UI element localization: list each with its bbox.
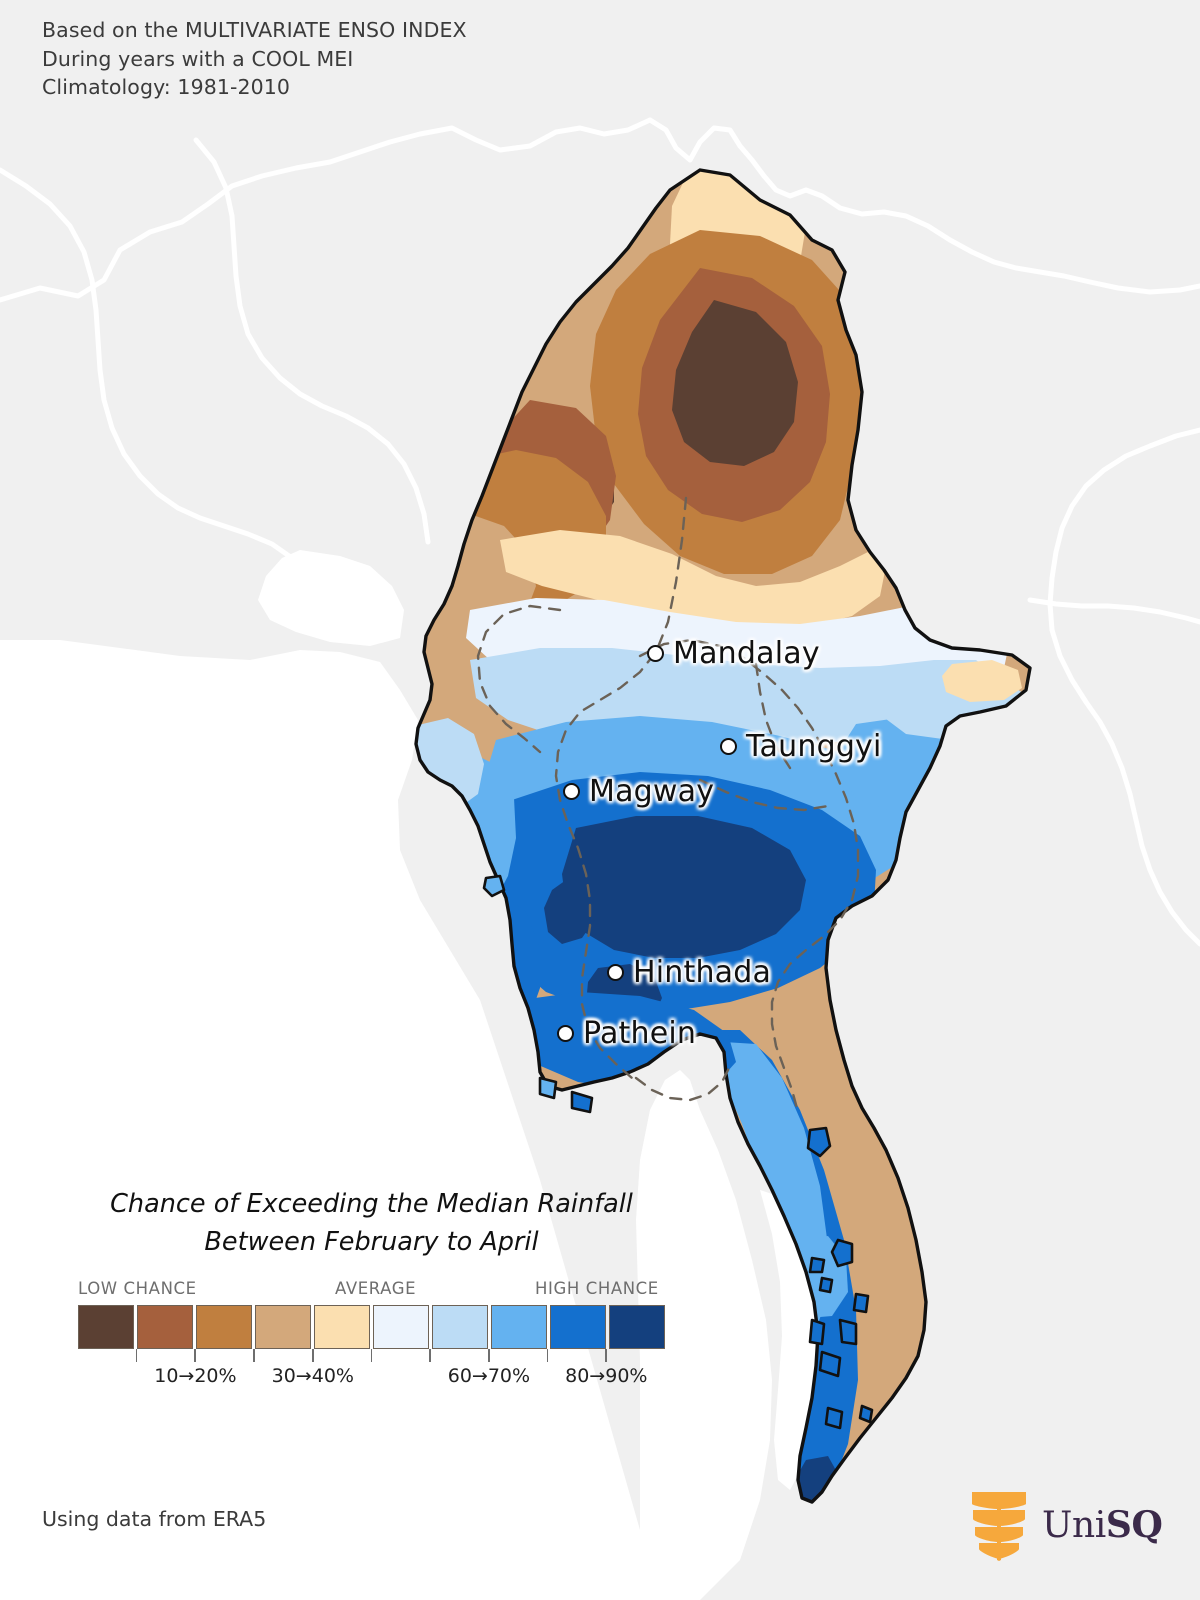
ocean-layer bbox=[0, 550, 846, 1600]
legend-swatch-1 bbox=[78, 1305, 134, 1350]
legend: Chance of Exceeding the Median Rainfall … bbox=[78, 1186, 678, 1391]
legend-colour-scale bbox=[78, 1305, 665, 1350]
offshore-islands bbox=[482, 874, 874, 1430]
myanmar-outline bbox=[414, 168, 1032, 1504]
legend-title-line-1: Chance of Exceeding the Median Rainfall bbox=[110, 1189, 633, 1219]
city-marker-taunggyi[interactable]: Taunggyi bbox=[720, 729, 882, 764]
city-label-mandalay: Mandalay bbox=[673, 636, 820, 671]
legend-zone-average: AVERAGE bbox=[335, 1279, 417, 1299]
legend-swatch-3 bbox=[196, 1305, 252, 1350]
legend-zone-low: LOW CHANCE bbox=[78, 1279, 197, 1299]
city-dot-icon bbox=[720, 738, 737, 755]
unisq-wordmark: UniSQ bbox=[1042, 1504, 1163, 1546]
legend-tick-label-2: 30→40% bbox=[271, 1365, 354, 1388]
legend-tick-label-1: 10→20% bbox=[154, 1365, 237, 1388]
city-marker-magway[interactable]: Magway bbox=[563, 774, 714, 809]
legend-tick-6 bbox=[429, 1349, 431, 1363]
city-dot-icon bbox=[563, 783, 580, 800]
legend-tick-9 bbox=[605, 1349, 608, 1363]
admin-boundaries bbox=[476, 496, 860, 1114]
legend-swatch-7 bbox=[432, 1305, 488, 1350]
legend-tick-2 bbox=[194, 1349, 197, 1363]
city-label-hinthada: Hinthada bbox=[633, 955, 772, 990]
legend-zone-labels: LOW CHANCE AVERAGE HIGH CHANCE bbox=[78, 1279, 665, 1303]
city-marker-mandalay[interactable]: Mandalay bbox=[647, 636, 820, 671]
legend-tick-label-4: 80→90% bbox=[565, 1365, 648, 1388]
city-marker-pathein[interactable]: Pathein bbox=[557, 1016, 696, 1051]
city-dot-icon bbox=[607, 964, 624, 981]
header-line-2: During years with a COOL MEI bbox=[42, 46, 354, 71]
city-dot-icon bbox=[647, 645, 664, 662]
header-line-1: Based on the MULTIVARIATE ENSO INDEX bbox=[42, 18, 467, 42]
neighbour-country-borders bbox=[0, 117, 1200, 947]
legend-tick-1 bbox=[135, 1349, 138, 1363]
header-line-3: Climatology: 1981-2010 bbox=[42, 75, 291, 100]
legend-swatch-6 bbox=[373, 1305, 429, 1350]
city-dot-icon bbox=[557, 1025, 574, 1042]
unisq-wordmark-prefix: Uni bbox=[1042, 1505, 1106, 1546]
city-label-taunggyi: Taunggyi bbox=[746, 729, 882, 764]
legend-tick-5 bbox=[370, 1349, 373, 1363]
legend-tick-8 bbox=[546, 1349, 549, 1363]
unisq-wordmark-suffix: SQ bbox=[1105, 1504, 1163, 1546]
legend-zone-high: HIGH CHANCE bbox=[535, 1279, 659, 1299]
city-marker-hinthada[interactable]: Hinthada bbox=[607, 955, 771, 990]
legend-tick-7 bbox=[487, 1349, 490, 1363]
unisq-logo: UniSQ bbox=[968, 1488, 1163, 1562]
legend-swatch-8 bbox=[491, 1305, 547, 1350]
city-label-magway: Magway bbox=[589, 774, 715, 809]
legend-swatch-4 bbox=[255, 1305, 311, 1350]
legend-swatch-10 bbox=[609, 1305, 665, 1350]
legend-swatch-9 bbox=[550, 1305, 606, 1350]
legend-tick-label-3: 60→70% bbox=[447, 1365, 531, 1388]
header-annotation: Based on the MULTIVARIATE ENSO INDEX Dur… bbox=[42, 16, 467, 102]
legend-tick-labels: 10→20% 30→40% 60→70% 80→90% bbox=[78, 1365, 665, 1391]
legend-tick-3 bbox=[253, 1349, 255, 1363]
legend-swatch-2 bbox=[137, 1305, 193, 1350]
legend-tick-4 bbox=[311, 1349, 314, 1363]
legend-swatch-5 bbox=[314, 1305, 370, 1350]
city-label-pathein: Pathein bbox=[583, 1016, 697, 1051]
legend-tick-marks bbox=[78, 1349, 665, 1363]
unisq-shield-icon bbox=[972, 1492, 1026, 1561]
legend-title-line-2: Between February to April bbox=[204, 1226, 539, 1257]
data-source-note: Using data from ERA5 bbox=[42, 1507, 267, 1531]
